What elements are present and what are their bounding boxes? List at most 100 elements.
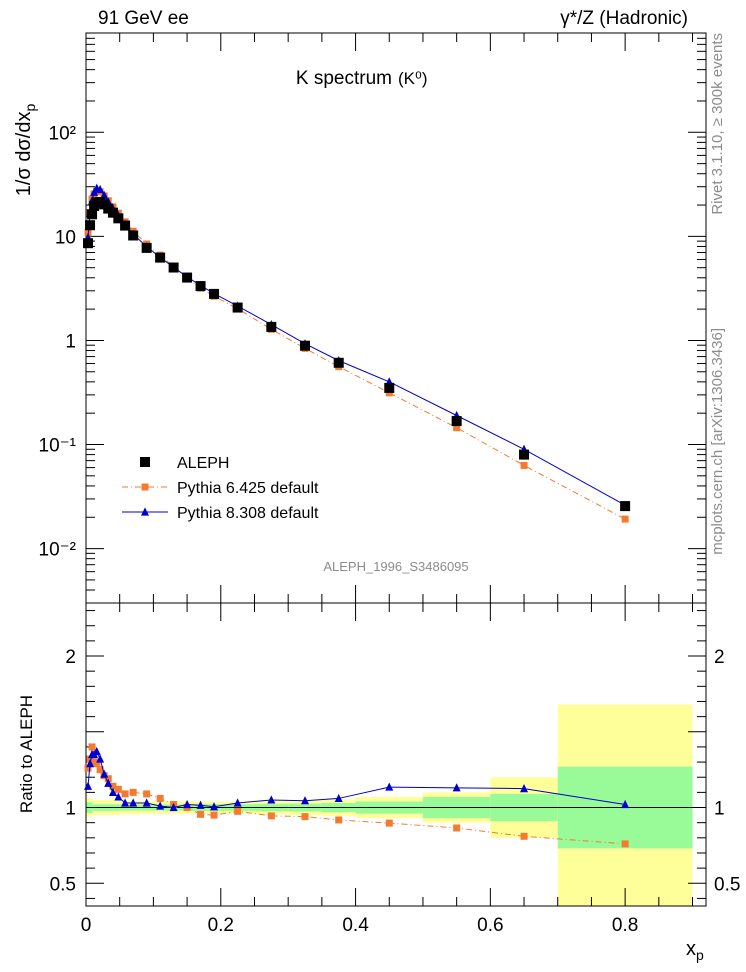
pythia6-line — [87, 190, 626, 520]
aleph-point — [333, 357, 344, 368]
pythia6-point — [453, 424, 461, 432]
ratio-pythia8-point — [334, 793, 343, 803]
ratio-pythia8-point — [100, 769, 109, 778]
ratio-x-ticks: 0 0.2 0.4 0.6 0.8 — [81, 603, 694, 936]
ratio-pythia8-point — [169, 802, 178, 812]
aleph-point — [155, 252, 166, 263]
aleph-point — [128, 230, 139, 241]
aleph-point — [232, 302, 243, 313]
chart-title-suffix: (K⁰) — [398, 69, 427, 88]
ratio-pythia8-point — [121, 798, 130, 807]
ratio-y-tick-label-right: 2 — [714, 647, 725, 668]
ratio-pythia6-point — [453, 824, 461, 832]
x-tick-label: 0.2 — [208, 915, 234, 936]
aleph-point — [113, 213, 124, 224]
aleph-point — [83, 238, 94, 249]
ratio-pythia8-point — [84, 781, 93, 790]
legend-pythia8-label: Pythia 8.308 default — [177, 505, 319, 522]
ratio-y-tick-label-left: 2 — [65, 647, 76, 668]
ratio-pythia8-point — [301, 796, 310, 805]
ratio-y-tick-label-left: 1 — [65, 799, 76, 820]
ratio-pythia8-point — [452, 783, 461, 792]
ratio-pythia8-point — [385, 782, 394, 791]
ratio-pythia8-point — [233, 798, 242, 807]
ratio-pythia6-point — [84, 764, 92, 772]
ratio-pythia8-point — [142, 798, 151, 807]
y-tick-label: 10 — [55, 227, 76, 248]
aleph-point — [209, 288, 220, 299]
x-tick-label: 0.4 — [342, 915, 369, 936]
ratio-pythia6-point — [129, 788, 137, 796]
ratio-pythia6-point — [335, 816, 343, 824]
ratio-pythia8-point — [92, 746, 101, 756]
x-tick-label: 0 — [81, 915, 92, 936]
ratio-pythia8-point — [210, 802, 219, 811]
mcplots-label: mcplots.cern.ch [arXiv:1306.3436] — [709, 328, 726, 555]
series-pythia8 — [84, 183, 630, 509]
ratio-pythia8-point — [86, 758, 95, 768]
legend-pythia6-label: Pythia 6.425 default — [177, 480, 319, 497]
ratio-pythia8-point — [156, 801, 165, 810]
legend-pythia8-marker — [141, 507, 149, 516]
aleph-point — [182, 272, 193, 283]
x-tick-label: 0.8 — [612, 915, 638, 936]
ratio-pythia8-point — [104, 778, 113, 787]
ratio-pythia6-point — [109, 782, 117, 790]
ratio-y-tick-label-left: 0.5 — [50, 874, 76, 895]
ratio-pythia8-point — [621, 799, 630, 809]
pythia8-point — [100, 190, 109, 199]
ratio-pythia6-point — [121, 790, 129, 798]
aleph-point — [168, 262, 179, 273]
ratio-pythia6-point — [234, 807, 242, 815]
aleph-point — [266, 321, 277, 332]
header-right: γ*/Z (Hadronic) — [560, 8, 688, 29]
pythia8-point — [96, 184, 105, 194]
ratio-pythia8-point — [114, 792, 123, 801]
legend-pythia6-marker — [141, 483, 149, 491]
analysis-label: ALEPH_1996_S3486095 — [323, 559, 468, 574]
chart-title: K spectrum — [296, 68, 392, 89]
main-y-axis-label: 1/σ dσ/dxp — [13, 104, 38, 197]
ratio-frame — [85, 602, 707, 907]
ratio-pythia6-point — [210, 811, 218, 819]
header-left: 91 GeV ee — [98, 8, 189, 29]
ratio-series-pythia8 — [84, 746, 630, 812]
ratio-pythia8-point — [267, 795, 276, 804]
ratio-pythia8-point — [129, 798, 138, 807]
ratio-pythia6-point — [385, 819, 393, 827]
ratio-y-tick-label-right: 0.5 — [714, 874, 740, 895]
aleph-point — [195, 281, 206, 292]
aleph-point — [451, 416, 462, 427]
ratio-pythia6-point — [197, 810, 205, 818]
ratio-pythia8-point — [108, 787, 117, 796]
y-tick-label: 10² — [49, 123, 76, 144]
legend-aleph-label: ALEPH — [177, 455, 229, 472]
aleph-point — [107, 207, 118, 218]
aleph-point — [620, 501, 631, 512]
series-pythia6 — [84, 187, 629, 523]
ratio-pythia6-point — [621, 840, 629, 848]
x-axis-label: xp — [686, 938, 704, 963]
aleph-point — [519, 449, 530, 460]
ratio-pythia6-point — [301, 813, 309, 821]
ratio-pythia6-point — [267, 812, 275, 820]
ratio-y-axis-label: Ratio to ALEPH — [17, 695, 36, 813]
y-tick-label: 1 — [65, 331, 76, 352]
ratio-pythia6-point — [143, 790, 151, 798]
main-x-ticks — [85, 33, 694, 603]
pythia6-point — [520, 461, 528, 469]
ratio-pythia8-point — [520, 783, 529, 793]
main-y-ticks: 10⁻² 10⁻¹ 1 10 10² — [39, 32, 706, 604]
pythia6-point — [621, 515, 629, 523]
aleph-point — [87, 209, 98, 220]
ratio-pythia6-point — [156, 794, 164, 802]
aleph-point — [300, 340, 311, 351]
pythia8-line — [87, 187, 626, 506]
ratio-pythia6-point — [114, 785, 122, 793]
ratio-pythia6-point — [96, 766, 104, 774]
y-tick-label: 10⁻² — [39, 540, 77, 561]
legend-aleph-marker — [140, 457, 150, 467]
aleph-point — [384, 382, 395, 393]
aleph-point — [120, 220, 131, 231]
